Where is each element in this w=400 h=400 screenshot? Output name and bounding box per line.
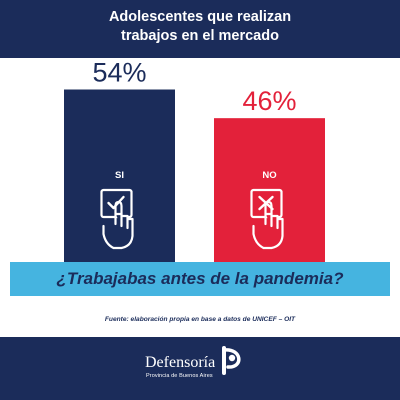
source-note: Fuente: elaboración propia en base a dat… (104, 316, 296, 323)
value-label-si: 54% (92, 58, 146, 88)
logo-wordmark: Defensoría (145, 354, 216, 371)
logo-subtitle: Provincia de Buenos Aires (146, 373, 213, 379)
title-line-2: trabajos en el mercado (121, 28, 279, 44)
header-bar (0, 0, 400, 58)
category-label-no: NO (262, 170, 276, 181)
value-label-no: 46% (242, 86, 296, 116)
category-label-si: SI (115, 170, 124, 181)
checkbox-check-hand-icon (100, 188, 134, 250)
bar-chart: 54% SI 46% NO (64, 58, 325, 283)
question-banner: ¿Trabajabas antes de la pandemia? (10, 262, 390, 296)
checkbox-x-hand-icon (250, 188, 284, 250)
defensoria-logo-icon (222, 346, 241, 375)
page-title: Adolescentes que realizan trabajos en el… (0, 8, 400, 46)
bar-si (64, 89, 175, 283)
title-line-1: Adolescentes que realizan (108, 9, 292, 25)
footer-bar (0, 337, 400, 400)
